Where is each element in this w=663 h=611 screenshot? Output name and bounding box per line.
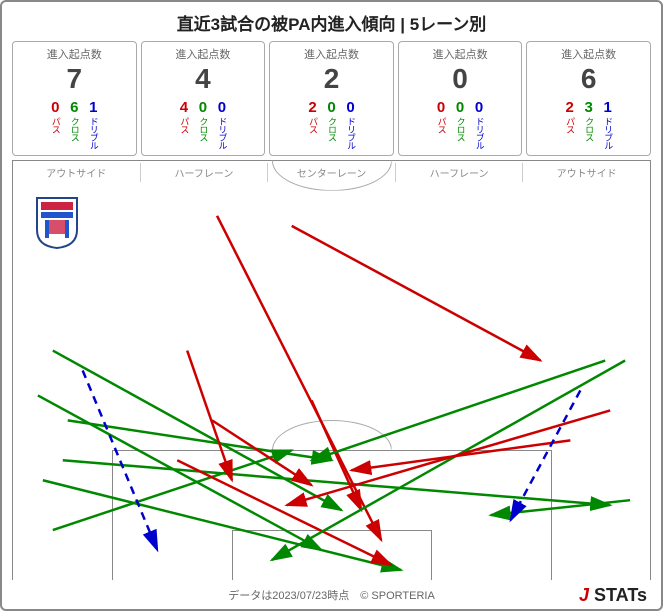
dribble-count: 0 [346, 100, 354, 115]
stat-cell-1: 進入起点数 4 4 パス 0 クロス 0 ドリブル [141, 41, 266, 156]
pass-count: 4 [180, 100, 188, 115]
breakdown: 4 パス 0 クロス 0 ドリブル [144, 100, 263, 149]
stat-label: 進入起点数 [401, 46, 520, 62]
cross-label: クロス [327, 117, 336, 141]
team-logo-icon [35, 196, 79, 250]
stat-cell-3: 進入起点数 0 0 パス 0 クロス 0 ドリブル [398, 41, 523, 156]
stat-cell-4: 進入起点数 6 2 パス 3 クロス 1 ドリブル [526, 41, 651, 156]
lane-name-1: ハーフレーン [141, 163, 269, 182]
footer-text: データは2023/07/23時点 © SPORTERIA [228, 587, 435, 603]
pass-count: 2 [308, 100, 316, 115]
lane-name-0: アウトサイド [13, 163, 141, 182]
lane-name-4: アウトサイド [523, 163, 650, 182]
cross-label: クロス [584, 117, 593, 141]
stat-cell-0: 進入起点数 7 0 パス 6 クロス 1 ドリブル [12, 41, 137, 156]
breakdown: 2 パス 0 クロス 0 ドリブル [272, 100, 391, 149]
cross-label: クロス [70, 117, 79, 141]
stat-label: 進入起点数 [144, 46, 263, 62]
dribble-count: 1 [604, 100, 612, 115]
pass-label: パス [51, 117, 60, 133]
pass-count: 0 [437, 100, 445, 115]
pass-label: パス [565, 117, 574, 133]
cross-count: 6 [70, 100, 78, 115]
lane-name-3: ハーフレーン [396, 163, 524, 182]
brand-j: J [579, 585, 589, 605]
cross-count: 0 [456, 100, 464, 115]
stat-label: 進入起点数 [272, 46, 391, 62]
pass-count: 2 [566, 100, 574, 115]
stat-total: 4 [144, 62, 263, 96]
cross-count: 0 [199, 100, 207, 115]
breakdown: 0 パス 6 クロス 1 ドリブル [15, 100, 134, 149]
arrow-pass-11 [292, 225, 541, 360]
six-yard-box [232, 530, 432, 580]
pass-label: パス [179, 117, 188, 133]
stat-cell-2: 進入起点数 2 2 パス 0 クロス 0 ドリブル [269, 41, 394, 156]
cross-label: クロス [456, 117, 465, 141]
breakdown: 0 パス 0 クロス 0 ドリブル [401, 100, 520, 149]
stat-total: 0 [401, 62, 520, 96]
stat-total: 6 [529, 62, 648, 96]
brand-logo: J STATs [579, 585, 647, 606]
dribble-count: 0 [475, 100, 483, 115]
chart-title: 直近3試合の被PA内進入傾向 | 5レーン別 [12, 10, 651, 35]
chart-container: 直近3試合の被PA内進入傾向 | 5レーン別 進入起点数 7 0 パス 6 クロス … [0, 0, 663, 611]
pass-label: パス [308, 117, 317, 133]
dribble-label: ドリブル [217, 117, 226, 149]
stat-label: 進入起点数 [15, 46, 134, 62]
breakdown: 2 パス 3 クロス 1 ドリブル [529, 100, 648, 149]
dribble-count: 0 [218, 100, 226, 115]
field-area: アウトサイドハーフレーンセンターレーンハーフレーンアウトサイド [12, 160, 651, 580]
stat-label: 進入起点数 [529, 46, 648, 62]
stat-total: 7 [15, 62, 134, 96]
stats-row: 進入起点数 7 0 パス 6 クロス 1 ドリブル 進入起点数 4 4 パス 0 クロス … [12, 41, 651, 156]
dribble-label: ドリブル [475, 117, 484, 149]
dribble-label: ドリブル [603, 117, 612, 149]
pass-label: パス [437, 117, 446, 133]
footer: データは2023/07/23時点 © SPORTERIA J STATs [2, 587, 661, 603]
cross-label: クロス [198, 117, 207, 141]
dribble-label: ドリブル [89, 117, 98, 149]
brand-rest: STATs [589, 585, 647, 605]
pass-count: 0 [51, 100, 59, 115]
cross-count: 3 [585, 100, 593, 115]
dribble-label: ドリブル [346, 117, 355, 149]
cross-count: 0 [327, 100, 335, 115]
dribble-count: 1 [89, 100, 97, 115]
stat-total: 2 [272, 62, 391, 96]
